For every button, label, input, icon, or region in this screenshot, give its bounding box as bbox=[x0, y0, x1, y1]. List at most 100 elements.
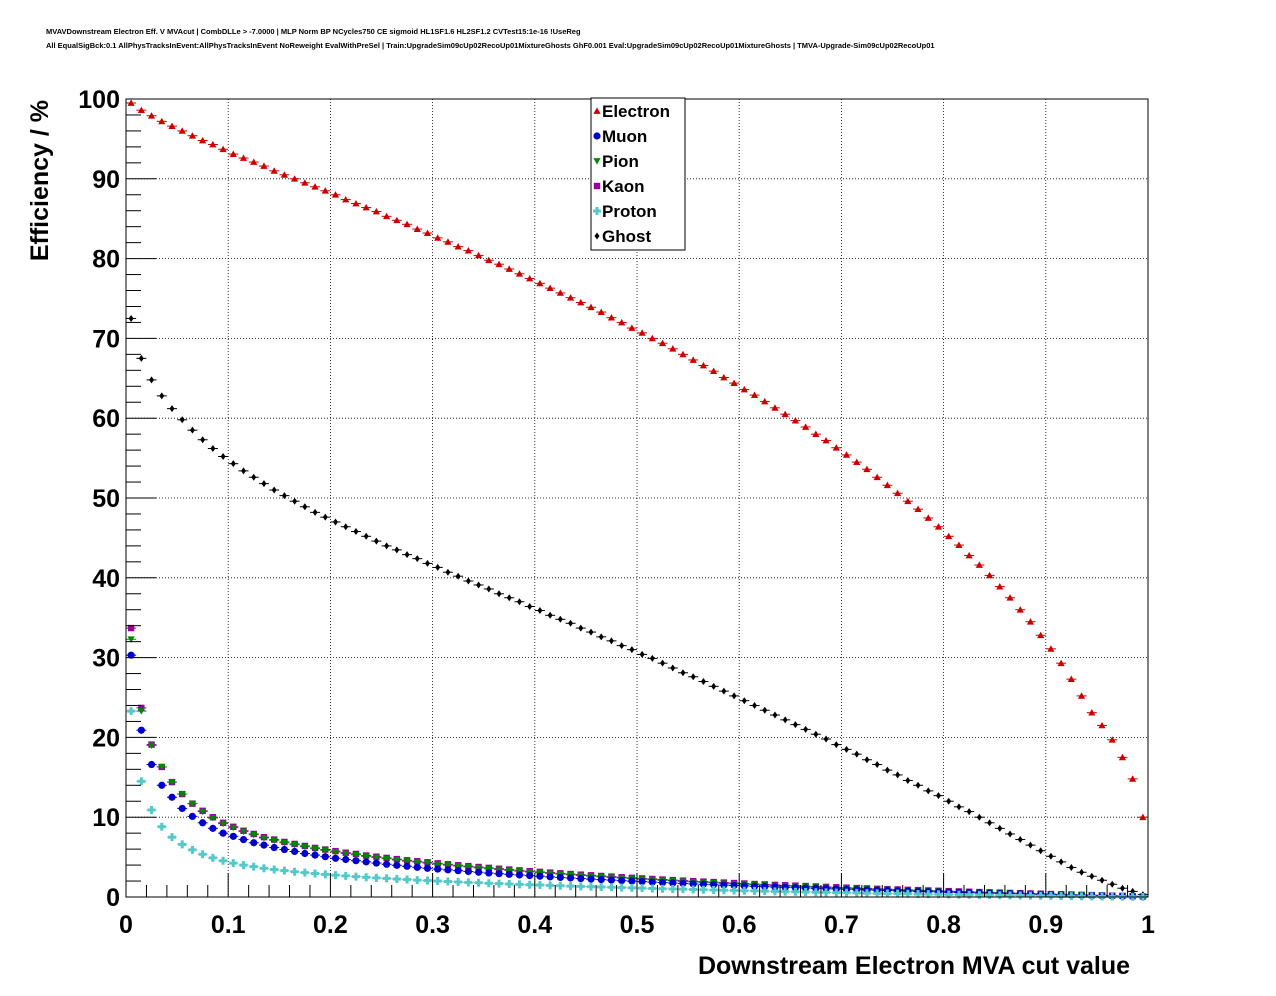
proton-point bbox=[934, 890, 943, 899]
proton-point bbox=[648, 884, 657, 893]
electron-point bbox=[393, 216, 401, 224]
electron-point bbox=[1006, 594, 1014, 601]
ghost-point bbox=[700, 678, 706, 686]
pion-point bbox=[219, 820, 227, 828]
electron-point bbox=[761, 397, 769, 405]
muon-point bbox=[362, 858, 370, 866]
pion-point bbox=[444, 862, 452, 869]
ghost-point bbox=[1017, 836, 1023, 844]
pion-point bbox=[505, 867, 513, 874]
ghost-point bbox=[302, 503, 308, 511]
electron-point bbox=[1057, 659, 1065, 667]
proton-point bbox=[188, 845, 197, 854]
electron-point bbox=[454, 243, 462, 250]
electron-point bbox=[546, 284, 554, 292]
pion-point bbox=[403, 858, 411, 865]
muon-point bbox=[393, 861, 401, 869]
electron-point bbox=[403, 220, 411, 228]
ghost-point bbox=[854, 750, 860, 758]
muon-point bbox=[434, 865, 442, 873]
ghost-point bbox=[486, 585, 492, 593]
muon-point bbox=[526, 872, 534, 880]
electron-point bbox=[199, 136, 207, 144]
proton-point bbox=[893, 889, 902, 898]
muon-point bbox=[648, 878, 656, 886]
ghost-point bbox=[1058, 858, 1064, 866]
y-tick-label: 10 bbox=[92, 804, 120, 832]
ghost-point bbox=[782, 716, 788, 724]
pion-point bbox=[362, 853, 370, 860]
y-tick-label: 100 bbox=[78, 86, 120, 114]
electron-point bbox=[1037, 631, 1045, 639]
ghost-point bbox=[373, 537, 379, 545]
pion-point bbox=[260, 835, 268, 842]
ghost-point bbox=[241, 467, 247, 475]
proton-point bbox=[566, 882, 575, 891]
muon-point bbox=[209, 824, 217, 832]
muon-point bbox=[730, 881, 738, 890]
electron-point bbox=[597, 308, 605, 315]
muon-point bbox=[607, 876, 616, 884]
electron-point bbox=[710, 367, 718, 374]
proton-point bbox=[433, 877, 442, 886]
x-tick-label: 0.7 bbox=[824, 911, 859, 939]
electron-point bbox=[1026, 618, 1035, 625]
muon-point bbox=[556, 873, 564, 882]
proton-point bbox=[587, 882, 596, 891]
ghost-point bbox=[435, 563, 441, 571]
electron-point bbox=[1098, 721, 1106, 729]
y-axis-title: Efficiency / % bbox=[26, 100, 54, 261]
proton-point bbox=[423, 876, 432, 885]
muon-point bbox=[710, 881, 718, 889]
proton-point bbox=[576, 882, 585, 891]
muon-point bbox=[771, 883, 779, 891]
legend-marker-ghost bbox=[594, 232, 600, 240]
muon-point bbox=[270, 843, 278, 852]
ghost-point bbox=[230, 460, 236, 468]
pion-point bbox=[311, 845, 319, 853]
ghost-point bbox=[772, 711, 778, 719]
pion-point bbox=[393, 857, 401, 864]
proton-point bbox=[443, 877, 452, 886]
legend-label-electron: Electron bbox=[602, 102, 670, 121]
proton-point bbox=[770, 887, 779, 896]
ghost-point bbox=[690, 673, 696, 681]
ghost-point bbox=[711, 682, 717, 690]
electron-point bbox=[383, 212, 391, 220]
pion-point bbox=[188, 800, 197, 808]
muon-point bbox=[239, 835, 248, 844]
electron-point bbox=[924, 514, 932, 521]
muon-point bbox=[342, 855, 350, 864]
electron-point bbox=[873, 473, 881, 481]
pion-point bbox=[199, 808, 207, 816]
ghost-point bbox=[445, 568, 451, 576]
muon-point bbox=[679, 879, 687, 888]
ghost-point bbox=[598, 633, 604, 641]
pion-point bbox=[291, 841, 299, 849]
electron-point bbox=[965, 551, 973, 559]
series-electron bbox=[126, 99, 1148, 821]
kaon-point bbox=[127, 624, 135, 632]
electron-point bbox=[607, 314, 616, 321]
electron-point bbox=[342, 195, 350, 203]
ghost-point bbox=[281, 492, 287, 500]
muon-point bbox=[720, 881, 728, 889]
proton-point bbox=[1067, 892, 1076, 901]
proton-point bbox=[975, 890, 984, 899]
muon-point bbox=[761, 883, 769, 891]
ghost-point bbox=[138, 354, 144, 362]
proton-point bbox=[730, 886, 739, 895]
ghost-point bbox=[220, 453, 226, 461]
ghost-point bbox=[251, 473, 257, 481]
proton-point bbox=[760, 887, 769, 896]
electron-point bbox=[679, 350, 687, 358]
ghost-point bbox=[1089, 872, 1095, 880]
ghost-point bbox=[588, 628, 594, 636]
legend-marker-muon bbox=[593, 132, 601, 140]
ghost-point bbox=[1119, 884, 1125, 892]
ghost-point bbox=[966, 808, 972, 816]
pion-point bbox=[454, 863, 462, 870]
proton-point bbox=[873, 889, 882, 898]
ghost-point bbox=[159, 392, 165, 400]
chart-header-line-2: All EqualSigBck:0.1 AllPhysTracksInEvent… bbox=[46, 41, 935, 50]
